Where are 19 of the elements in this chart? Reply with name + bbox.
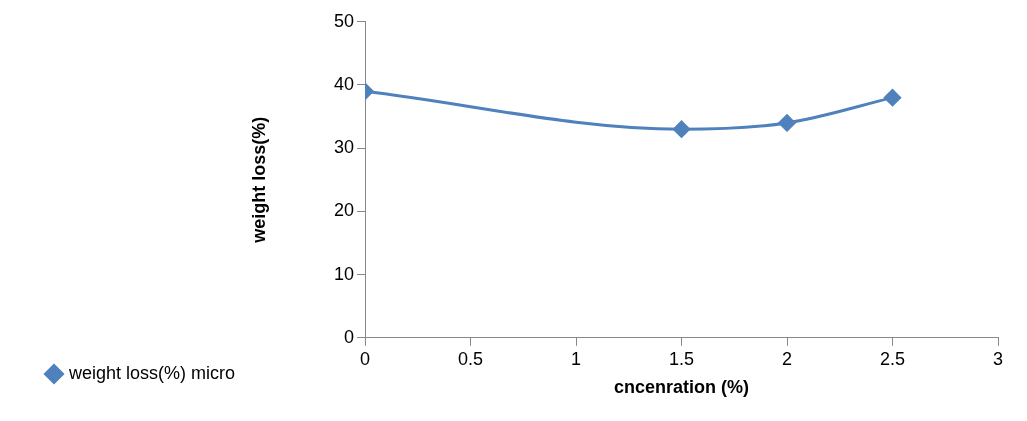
y-tick-label: 0 [344,326,355,347]
x-tick-label: 0.5 [458,348,484,369]
y-tick-label: 40 [334,73,355,94]
x-tick-label: 3 [992,348,1004,369]
y-axis-title: weight loss(%) [248,116,269,244]
x-tick-label: 2.5 [879,348,906,369]
point [673,120,691,138]
point [884,89,902,107]
x-tick-label: 1 [571,348,582,369]
y-tick-label: 50 [334,10,355,31]
x-tick-label: 2 [782,348,793,369]
point [778,114,796,132]
x-axis-title: cncenration (%) [614,377,750,398]
legend-label: weight loss(%) micro [68,362,236,383]
x-tick-label: 1.5 [669,348,695,369]
y-tick-label: 20 [334,200,355,221]
y-tick-label: 10 [334,263,355,284]
y-tick-label: 30 [334,137,355,158]
x-tick-label: 0 [360,348,371,369]
